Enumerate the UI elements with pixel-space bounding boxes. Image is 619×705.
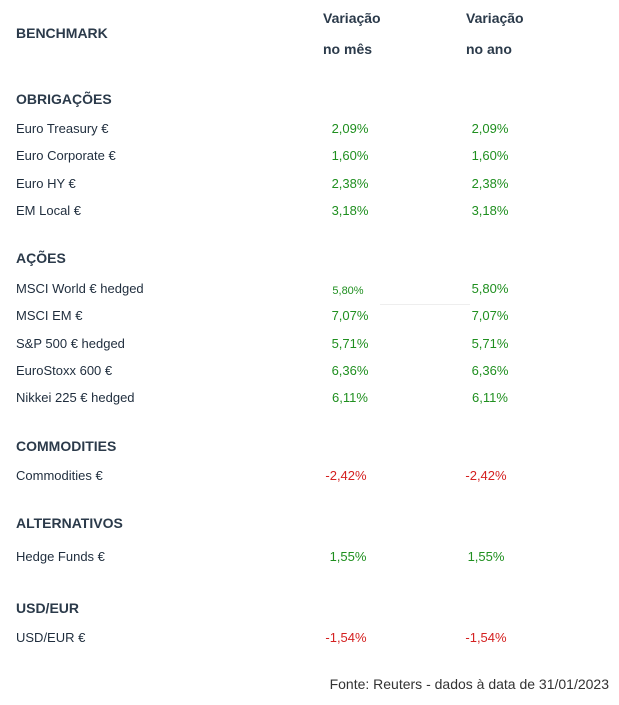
- row-year-value: 5,71%: [471, 336, 509, 351]
- row-year-value: -1,54%: [465, 630, 507, 645]
- section-title-usd-eur: USD/EUR: [16, 600, 80, 616]
- row-month-value: 3,18%: [331, 203, 369, 218]
- row-name: Euro HY €: [16, 176, 76, 191]
- row-year-value: 5,80%: [471, 281, 509, 296]
- row-year-value: 6,36%: [471, 363, 509, 378]
- row-month-value: 6,36%: [331, 363, 369, 378]
- row-name: MSCI World € hedged: [16, 281, 144, 296]
- row-name: EuroStoxx 600 €: [16, 363, 113, 378]
- row-month-value: 1,55%: [329, 549, 367, 564]
- row-month-value: -2,42%: [325, 468, 367, 483]
- month-change-header-line2: no mês: [323, 41, 373, 57]
- section-title-alternativos: ALTERNATIVOS: [16, 515, 123, 531]
- section-title-commodities: COMMODITIES: [16, 438, 117, 454]
- row-month-value: -1,54%: [325, 630, 367, 645]
- row-year-value: 1,60%: [471, 148, 509, 163]
- section-title-obrigacoes: OBRIGAÇÕES: [16, 91, 112, 107]
- row-year-value: 3,18%: [471, 203, 509, 218]
- row-name: EM Local €: [16, 203, 82, 218]
- year-change-header-line1: Variação: [466, 10, 524, 26]
- row-month-value: 5,71%: [331, 336, 369, 351]
- row-name: S&P 500 € hedged: [16, 336, 125, 351]
- benchmark-header: BENCHMARK: [16, 25, 108, 41]
- row-year-value: 7,07%: [471, 308, 509, 323]
- row-year-value: 6,11%: [472, 390, 508, 405]
- section-title-acoes: AÇÕES: [16, 250, 66, 266]
- source-note: Fonte: Reuters - dados à data de 31/01/2…: [329, 676, 609, 692]
- row-name: Euro Treasury €: [16, 121, 109, 136]
- row-year-value: 2,09%: [471, 121, 509, 136]
- row-month-value: 6,11%: [332, 390, 368, 405]
- row-month-value: 2,38%: [331, 176, 369, 191]
- year-change-header-line2: no ano: [466, 41, 512, 57]
- row-name: MSCI EM €: [16, 308, 83, 323]
- row-month-value: 7,07%: [331, 308, 369, 323]
- row-name: Nikkei 225 € hedged: [16, 390, 135, 405]
- row-year-value: 2,38%: [471, 176, 509, 191]
- row-month-value: 2,09%: [331, 121, 369, 136]
- row-divider: [380, 304, 470, 305]
- row-name: Euro Corporate €: [16, 148, 116, 163]
- row-name: Hedge Funds €: [16, 549, 105, 564]
- row-name: Commodities €: [16, 468, 103, 483]
- row-year-value: 1,55%: [467, 549, 505, 564]
- row-year-value: -2,42%: [465, 468, 507, 483]
- row-month-value: 5,80%: [332, 285, 364, 297]
- row-month-value: 1,60%: [331, 148, 369, 163]
- month-change-header-line1: Variação: [323, 10, 381, 26]
- row-name: USD/EUR €: [16, 630, 86, 645]
